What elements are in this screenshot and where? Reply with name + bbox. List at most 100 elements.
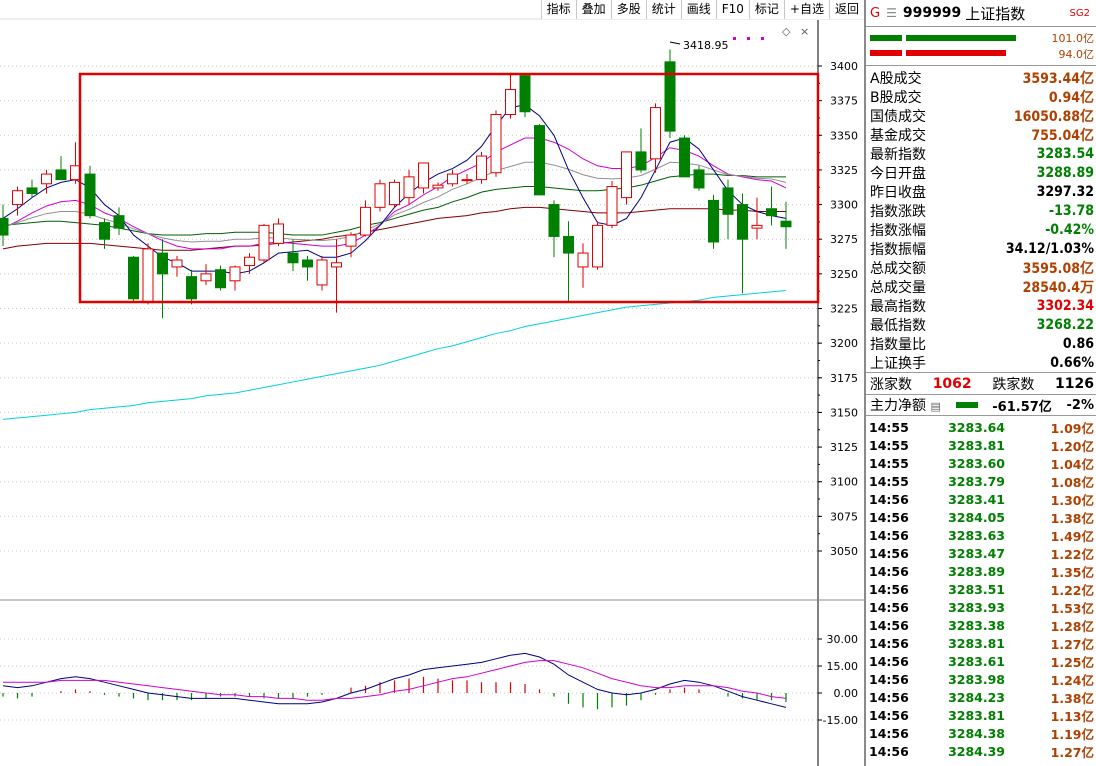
fall-label: 跌家数 [992,376,1035,393]
candle-body [215,269,226,289]
ma-line-maroon [2,206,786,251]
stat-label: 上证换手 [870,355,926,372]
tick-amount: 1.49亿 [1050,528,1094,544]
candle-body [142,248,154,303]
sg-badge[interactable]: SG2 [1069,7,1090,19]
toolbar-add-watchlist-button[interactable]: +自选 [783,0,829,19]
green-bar-right [906,35,1016,41]
tick-amount: 1.27亿 [1050,636,1094,652]
tick-amount: 1.09亿 [1050,420,1094,436]
volume-compare-bars: 101.0亿 94.0亿 [866,27,1096,66]
stat-value: 3288.89 [1036,164,1094,181]
y-axis-label: 3225 [830,303,858,316]
toolbar-indicator-button[interactable]: 指标 [546,2,571,16]
tick-amount: 1.20亿 [1050,438,1094,454]
candle-body [374,183,386,208]
stat-row: 最高指数 3302.34 [866,296,1096,315]
tick-time: 14:55 [869,437,909,453]
y-axis-label: 3400 [830,60,858,73]
candle-body [99,222,110,240]
tick-time: 14:56 [869,635,909,651]
tick-row: 14:56 3283.41 1.30亿 [866,490,1096,508]
stat-value: 0.66% [1050,354,1094,371]
candle-body [229,266,241,282]
tick-time: 14:56 [869,725,909,741]
stat-row: 指数涨跌 -13.78 [866,201,1096,220]
tick-time: 14:56 [869,671,909,687]
stock-code: 999999 [902,5,962,21]
tick-price: 3283.81 [948,707,1005,723]
candle-body [577,252,589,268]
rise-label: 涨家数 [870,376,912,393]
macd-axis-label: -15.00 [823,714,858,727]
stat-row: 总成交量 28540.4万 [866,277,1096,296]
candle-body [12,190,23,206]
tick-row: 14:56 3283.98 1.24亿 [866,670,1096,688]
tick-price: 3283.81 [948,437,1005,453]
tick-row: 14:55 3283.79 1.08亿 [866,472,1096,490]
stock-title-bar: G ☰ 999999 上证指数 SG2 [866,0,1096,27]
toolbar-statistics-button[interactable]: 统计 [645,0,681,19]
stat-row: 指数涨幅 -0.42% [866,220,1096,239]
tick-amount: 1.04亿 [1050,456,1094,472]
g-icon[interactable]: G [870,5,881,21]
main-flow-row: 主力净额 ▤ -61.57亿 -2% [866,395,1096,416]
quote-panel: G ☰ 999999 上证指数 SG2 101.0亿 94.0亿 A股成交 359… [864,0,1096,766]
main-flow-label: 主力净额 ▤ [870,398,941,414]
candle-body [708,199,719,243]
y-axis-label: 3100 [830,476,858,489]
bar-bottom-value: 94.0亿 [1058,48,1095,61]
candle-body [55,169,67,181]
candle-body [476,155,487,181]
y-axis-label: 3125 [830,441,858,454]
stat-row: A股成交 3593.44亿 [866,68,1096,87]
candle-body [200,273,212,282]
chart-toolbar: 指标 叠加 多股 统计 画线 F10 标记 +自选 返回 [540,0,864,19]
tick-row: 14:56 3284.05 1.38亿 [866,508,1096,526]
tick-amount: 1.28亿 [1050,618,1094,634]
flow-detail-icon[interactable]: ▤ [930,400,941,413]
stat-label: 国债成交 [870,108,926,125]
toolbar-overlay-button[interactable]: 叠加 [575,0,611,19]
stat-value: 16050.88亿 [1013,108,1094,125]
kline-chart[interactable]: 3400 3375 3350 3325 3300 3275 3250 3225 3200 3175… [0,0,864,766]
stat-label: 指数涨幅 [870,222,926,239]
tick-price: 3284.23 [948,689,1005,705]
y-axis-label: 3300 [830,199,858,212]
green-bar-left [870,35,902,41]
candle-body [447,173,458,185]
tick-list[interactable]: 14:55 3283.64 1.09亿 14:55 3283.81 1.20亿 14:55 3… [866,416,1096,760]
fall-value: 1126 [1055,375,1094,392]
toolbar-back-button[interactable]: 返回 [828,0,864,19]
tick-row: 14:56 3283.38 1.28亿 [866,616,1096,634]
stat-label: 昨日收盘 [870,184,926,201]
candle-body [432,184,444,189]
toolbar-draw-line-button[interactable]: 画线 [680,0,716,19]
toolbar-f10-button[interactable]: F10 [715,0,749,19]
tick-price: 3283.38 [948,617,1005,633]
candle-body [403,176,415,199]
tick-time: 14:56 [869,653,909,669]
ma-line-darkgreen [2,173,786,236]
tick-price: 3283.61 [948,653,1005,669]
tick-time: 14:56 [869,617,909,633]
tick-amount: 1.13亿 [1050,708,1094,724]
tick-row: 14:56 3284.38 1.19亿 [866,724,1096,742]
candle-body [0,217,9,236]
kline-chart-area[interactable]: 3400 3375 3350 3325 3300 3275 3250 3225 3200 3175… [0,0,864,766]
menu-lines-icon[interactable]: ☰ [886,6,897,20]
candle-body [157,252,168,275]
candle-body [302,259,313,268]
tick-row: 14:55 3283.81 1.20亿 [866,436,1096,454]
tick-amount: 1.38亿 [1050,690,1094,706]
main-flow-value: -61.57亿 [992,399,1052,415]
candle-body [592,224,603,268]
tick-price: 3283.79 [948,473,1005,489]
main-flow-bar [955,402,978,408]
stat-label: 最新指数 [870,146,926,163]
toolbar-mark-button[interactable]: 标记 [748,0,784,19]
tick-row: 14:56 3283.81 1.13亿 [866,706,1096,724]
toolbar-multi-stock-button[interactable]: 多股 [610,0,646,19]
tick-time: 14:56 [869,527,909,543]
tick-price: 3283.64 [948,419,1005,435]
